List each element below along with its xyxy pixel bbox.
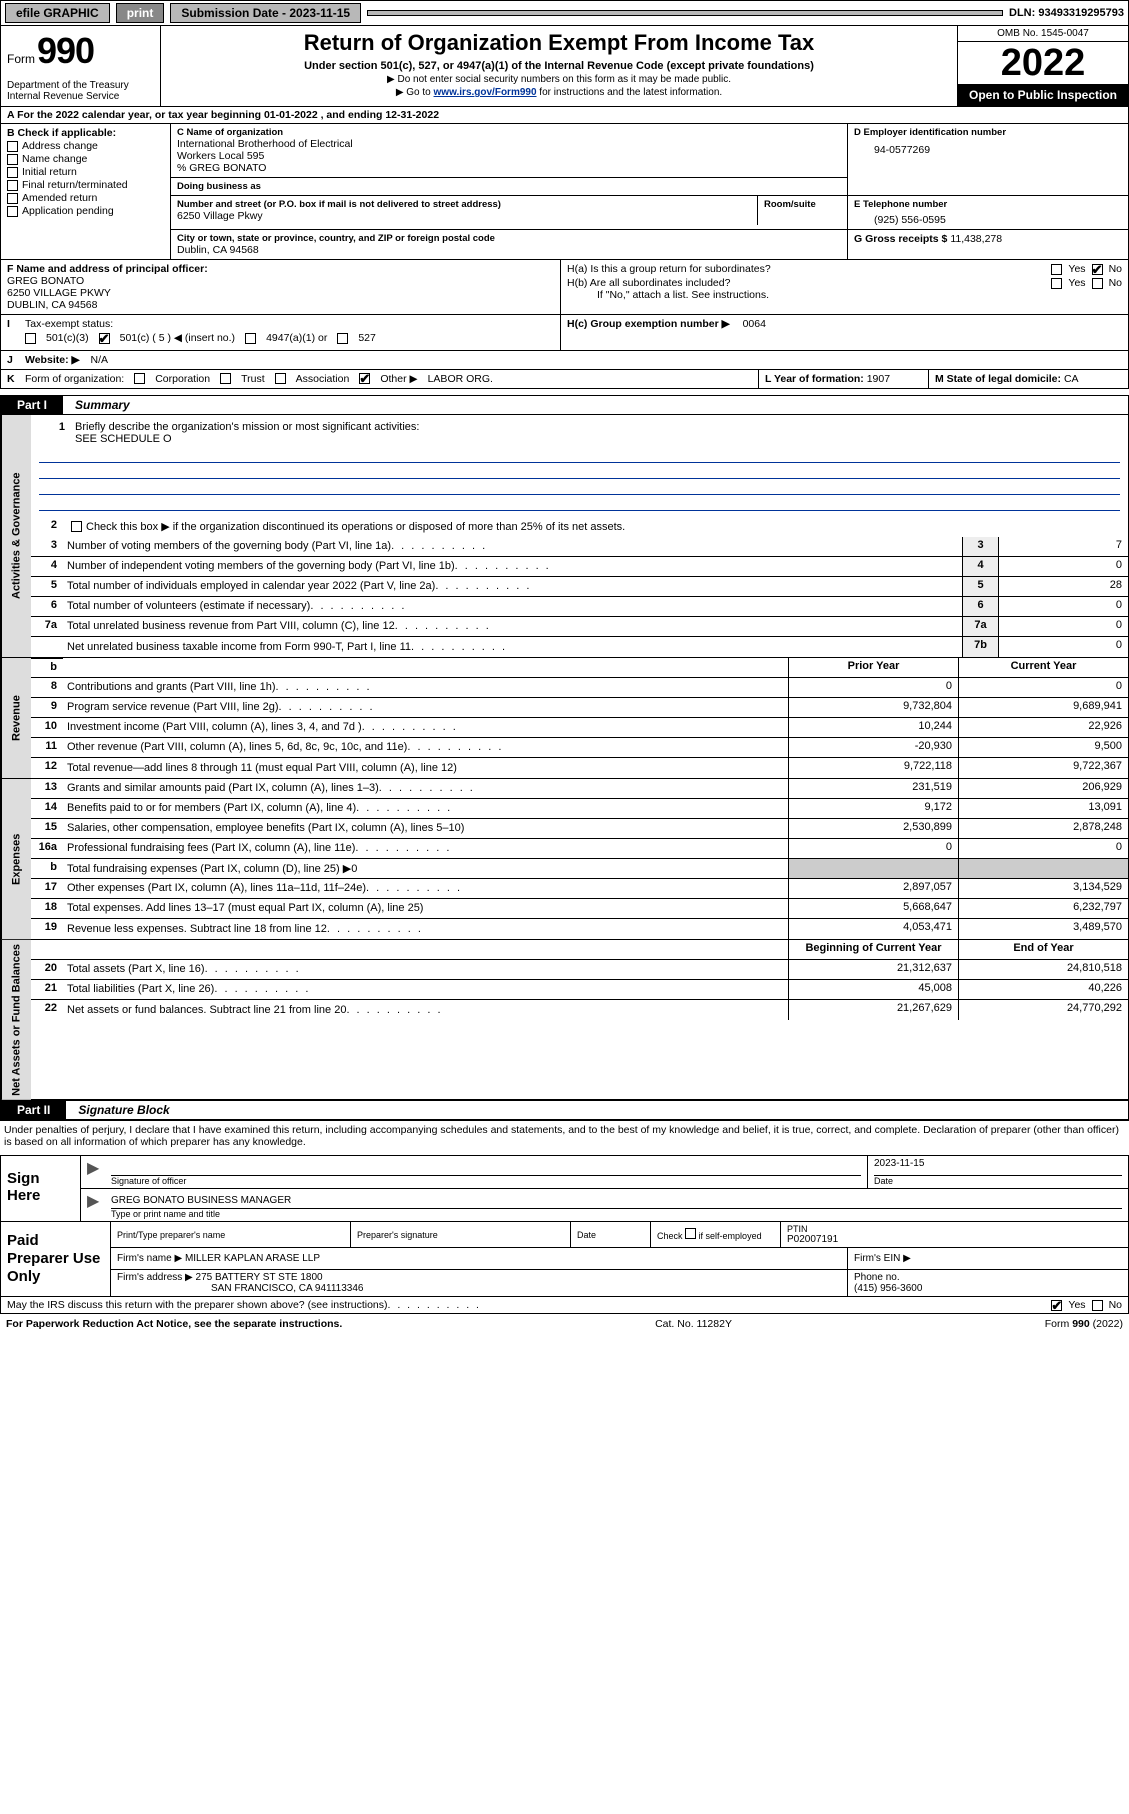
tab-activities: Activities & Governance: [1, 415, 31, 657]
box-d-ein: D Employer identification number 94-0577…: [848, 124, 1128, 196]
cb-discontinued[interactable]: [71, 521, 82, 532]
efile-button[interactable]: efile GRAPHIC: [5, 3, 110, 23]
box-c-address: Number and street (or P.O. box if mail i…: [171, 196, 848, 230]
discuss-row: May the IRS discuss this return with the…: [0, 1297, 1129, 1314]
signature-declaration: Under penalties of perjury, I declare th…: [0, 1120, 1129, 1151]
submission-date-badge: Submission Date - 2023-11-15: [170, 3, 361, 23]
mission-line: [39, 449, 1120, 463]
section-net-assets: Net Assets or Fund Balances Beginning of…: [0, 940, 1129, 1101]
cb-other[interactable]: [359, 373, 370, 384]
cb-4947[interactable]: [245, 333, 256, 344]
dept-label: Department of the Treasury: [7, 80, 154, 91]
entity-info-grid: B Check if applicable: Address change Na…: [0, 124, 1129, 260]
cb-amended-return[interactable]: Amended return: [7, 192, 164, 204]
mission-line: [39, 481, 1120, 495]
cb-501c[interactable]: [99, 333, 110, 344]
cb-self-employed[interactable]: [685, 1228, 696, 1239]
mission-line: [39, 465, 1120, 479]
discuss-yes[interactable]: [1051, 1300, 1062, 1311]
box-c-city: City or town, state or province, country…: [171, 230, 848, 260]
ha-yes[interactable]: [1051, 264, 1062, 275]
mission-line: [39, 497, 1120, 511]
tax-year: 2022: [958, 42, 1128, 84]
cb-name-change[interactable]: Name change: [7, 153, 164, 165]
row-j: J Website: ▶ N/A: [0, 351, 1129, 370]
row-klm: K Form of organization: Corporation Trus…: [0, 370, 1129, 389]
top-bar: efile GRAPHIC print Submission Date - 20…: [0, 0, 1129, 26]
paid-preparer-block: Paid Preparer Use Only Print/Type prepar…: [0, 1222, 1129, 1297]
omb-number: OMB No. 1545-0047: [958, 26, 1128, 42]
print-button[interactable]: print: [116, 3, 165, 23]
cb-corp[interactable]: [134, 373, 145, 384]
sign-here-block: Sign Here ▶ Signature of officer 2023-11…: [0, 1155, 1129, 1222]
row-i: I Tax-exempt status: 501(c)(3) 501(c) ( …: [0, 315, 1129, 351]
subtitle-2: ▶ Do not enter social security numbers o…: [169, 74, 949, 85]
grey-cell: [958, 859, 1128, 878]
cb-501c3[interactable]: [25, 333, 36, 344]
box-g-gross: G Gross receipts $ 11,438,278: [848, 230, 1128, 260]
cb-trust[interactable]: [220, 373, 231, 384]
irs-link[interactable]: www.irs.gov/Form990: [434, 87, 537, 98]
f-h-block: F Name and address of principal officer:…: [0, 260, 1129, 315]
hb-no[interactable]: [1092, 278, 1103, 289]
cb-initial-return[interactable]: Initial return: [7, 166, 164, 178]
box-f: F Name and address of principal officer:…: [1, 260, 561, 314]
box-b: B Check if applicable: Address change Na…: [1, 124, 171, 260]
box-c-name: C Name of organization International Bro…: [171, 124, 848, 196]
paid-preparer-label: Paid Preparer Use Only: [1, 1222, 111, 1296]
subtitle-3: ▶ Go to www.irs.gov/Form990 for instruct…: [169, 87, 949, 98]
irs-label: Internal Revenue Service: [7, 91, 154, 102]
form-title: Return of Organization Exempt From Incom…: [169, 30, 949, 56]
tab-net-assets: Net Assets or Fund Balances: [1, 940, 31, 1100]
section-revenue: Revenue bPrior YearCurrent Year 8Contrib…: [0, 658, 1129, 779]
box-h: H(a) Is this a group return for subordin…: [561, 260, 1128, 314]
grey-cell: [788, 859, 958, 878]
row-a-tax-year: A For the 2022 calendar year, or tax yea…: [0, 107, 1129, 124]
page-footer: For Paperwork Reduction Act Notice, see …: [0, 1314, 1129, 1334]
cb-final-return[interactable]: Final return/terminated: [7, 179, 164, 191]
form-number: Form 990: [7, 30, 154, 72]
open-public-badge: Open to Public Inspection: [958, 84, 1128, 106]
sign-here-label: Sign Here: [1, 1156, 81, 1221]
box-e-phone: E Telephone number (925) 556-0595: [848, 196, 1128, 230]
part-2-header: Part II Signature Block: [0, 1100, 1129, 1120]
spacer-bar: [367, 10, 1003, 16]
cb-assoc[interactable]: [275, 373, 286, 384]
tab-expenses: Expenses: [1, 779, 31, 939]
hb-yes[interactable]: [1051, 278, 1062, 289]
section-activities-governance: Activities & Governance 1 Briefly descri…: [0, 415, 1129, 658]
cb-application-pending[interactable]: Application pending: [7, 205, 164, 217]
ha-no[interactable]: [1092, 264, 1103, 275]
discuss-no[interactable]: [1092, 1300, 1103, 1311]
tab-revenue: Revenue: [1, 658, 31, 778]
section-expenses: Expenses 13Grants and similar amounts pa…: [0, 779, 1129, 940]
form-header: Form 990 Department of the Treasury Inte…: [0, 26, 1129, 107]
dln-label: DLN: 93493319295793: [1009, 7, 1124, 19]
cb-527[interactable]: [337, 333, 348, 344]
cb-address-change[interactable]: Address change: [7, 140, 164, 152]
part-1-header: Part I Summary: [0, 395, 1129, 415]
subtitle-1: Under section 501(c), 527, or 4947(a)(1)…: [169, 60, 949, 72]
